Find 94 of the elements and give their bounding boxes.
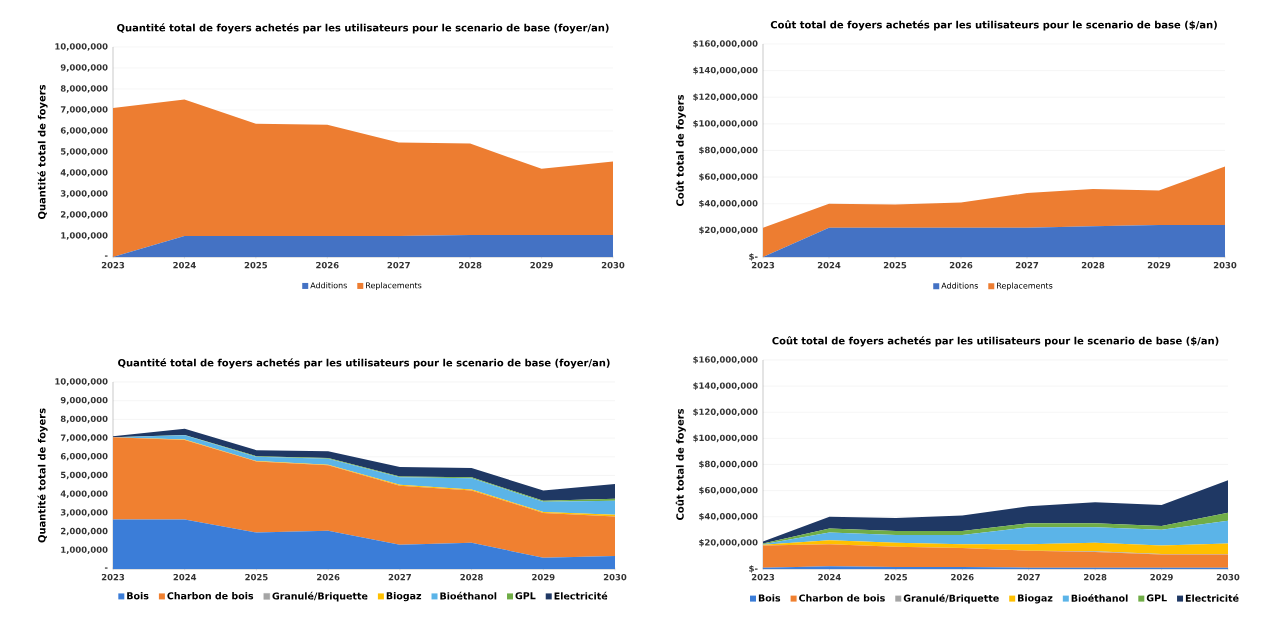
- x-tick-label: 2025: [884, 574, 908, 581]
- x-tick-label: 2026: [316, 262, 339, 269]
- x-tick-label: 2024: [173, 574, 197, 581]
- x-tick-label: 2025: [244, 262, 268, 269]
- y-tick-label: 1,000,000: [61, 232, 108, 240]
- y-tick-label: $100,000,000: [693, 120, 758, 128]
- y-tick-label: 3,000,000: [60, 190, 108, 198]
- legend-label: Biogaz: [386, 592, 422, 602]
- legend-label: Biogaz: [1018, 594, 1053, 604]
- y-tick-label: $80,000,000: [699, 146, 758, 155]
- x-tick-label: 2029: [1147, 262, 1171, 269]
- y-tick-label: 8,000,000: [60, 415, 108, 424]
- x-tick-label: 2027: [388, 574, 411, 581]
- x-tick-label: 2023: [101, 574, 125, 581]
- x-tick-label: 2026: [951, 574, 974, 581]
- y-axis-title: Quantité total de foyers: [37, 408, 48, 543]
- x-tick-label: 2025: [883, 262, 907, 269]
- y-tick-label: $-: [749, 565, 758, 573]
- chart-title: Coût total de foyers achetés par les utilisateurs pour le scenario de base ($/an): [772, 336, 1219, 347]
- legend-label: Granulé/Briquette: [272, 591, 368, 602]
- x-tick-label: 2023: [751, 262, 775, 269]
- y-tick-label: $120,000,000: [693, 93, 758, 102]
- y-tick-label: 8,000,000: [60, 85, 108, 93]
- y-tick-label: -: [104, 567, 108, 569]
- x-tick-label: 2028: [460, 574, 483, 581]
- y-tick-label: 10,000,000: [55, 43, 108, 51]
- y-tick-label: $160,000,000: [693, 356, 758, 364]
- legend-label: GPL: [1146, 594, 1167, 602]
- legend-label: Electricité: [1185, 594, 1239, 602]
- y-tick-label: 4,000,000: [60, 490, 108, 498]
- x-tick-label: 2029: [1150, 574, 1173, 581]
- y-tick-label: -: [104, 255, 108, 257]
- legend-label: Bois: [127, 592, 149, 600]
- y-tick-label: 6,000,000: [60, 453, 108, 461]
- y-tick-label: $120,000,000: [693, 408, 758, 417]
- y-tick-label: 6,000,000: [60, 127, 108, 135]
- x-tick-label: 2028: [1081, 262, 1105, 269]
- y-tick-label: $140,000,000: [693, 66, 758, 75]
- y-tick-label: 7,000,000: [60, 106, 108, 114]
- y-tick-label: 2,000,000: [60, 527, 108, 536]
- x-tick-label: 2023: [751, 574, 775, 581]
- x-tick-label: 2030: [1213, 262, 1237, 269]
- y-tick-label: $20,000,000: [699, 539, 758, 547]
- legend-label: Granulé/Briquette: [903, 594, 999, 604]
- x-tick-label: 2030: [603, 574, 627, 581]
- x-tick-label: 2028: [1084, 574, 1107, 581]
- legend-label: Bioéthanol: [1071, 594, 1128, 602]
- chart-title: Quantité total de foyers achetés par les utilisateurs pour le scenario de base (foyer/an): [118, 358, 610, 369]
- x-tick-label: 2028: [459, 262, 482, 269]
- y-tick-label: 7,000,000: [60, 434, 108, 442]
- x-tick-label: 2027: [1015, 262, 1039, 269]
- x-tick-label: 2023: [101, 262, 125, 269]
- x-tick-label: 2027: [1017, 574, 1040, 581]
- x-tick-label: 2025: [245, 574, 268, 581]
- y-tick-label: $80,000,000: [699, 460, 758, 469]
- x-tick-label: 2024: [173, 262, 196, 269]
- y-tick-label: $-: [749, 253, 758, 261]
- y-tick-label: $40,000,000: [699, 512, 758, 521]
- y-tick-label: $60,000,000: [699, 173, 758, 181]
- legend-label: GPL: [515, 592, 536, 600]
- y-tick-label: $100,000,000: [693, 434, 758, 443]
- x-tick-label: 2029: [530, 262, 553, 269]
- y-tick-label: $160,000,000: [693, 40, 758, 48]
- legend-label: Charbon de bois: [799, 594, 885, 602]
- y-tick-label: 3,000,000: [60, 509, 108, 517]
- y-tick-label: 10,000,000: [55, 378, 108, 386]
- legend-label: Electricité: [554, 591, 608, 600]
- y-tick-label: 4,000,000: [60, 169, 108, 177]
- y-tick-label: $140,000,000: [693, 382, 758, 390]
- x-tick-label: 2026: [317, 574, 340, 581]
- x-tick-label: 2024: [817, 262, 841, 269]
- legend-label: Bois: [758, 594, 781, 602]
- y-tick-label: $60,000,000: [699, 486, 758, 495]
- y-tick-label: 2,000,000: [60, 211, 108, 219]
- y-tick-label: 9,000,000: [60, 396, 108, 405]
- x-tick-label: 2030: [1216, 574, 1240, 581]
- y-axis-title: Coût total de foyers: [675, 94, 686, 207]
- y-tick-label: $20,000,000: [699, 226, 758, 235]
- legend-label: Charbon de bois: [167, 592, 254, 600]
- y-tick-label: 5,000,000: [60, 148, 108, 156]
- y-tick-label: 9,000,000: [60, 64, 108, 72]
- x-tick-label: 2027: [387, 262, 410, 269]
- legend-label: Bioéthanol: [440, 591, 497, 600]
- x-tick-label: 2024: [818, 574, 841, 581]
- x-tick-label: 2029: [532, 574, 555, 581]
- y-axis-title: Quantité total de foyers: [37, 84, 48, 220]
- y-axis-title: Coût total de foyers: [675, 408, 686, 521]
- chart-title: Quantité total de foyers achetés par les utilisateurs pour le scenario de base (foyer/an): [117, 23, 609, 34]
- y-tick-label: $40,000,000: [699, 199, 758, 208]
- x-tick-label: 2026: [949, 262, 973, 269]
- chart-title: Coût total de foyers achetés par les utilisateurs pour le scenario de base ($/an): [770, 20, 1217, 31]
- x-tick-label: 2030: [601, 262, 625, 269]
- y-tick-label: 5,000,000: [60, 471, 108, 480]
- y-tick-label: 1,000,000: [61, 546, 108, 555]
